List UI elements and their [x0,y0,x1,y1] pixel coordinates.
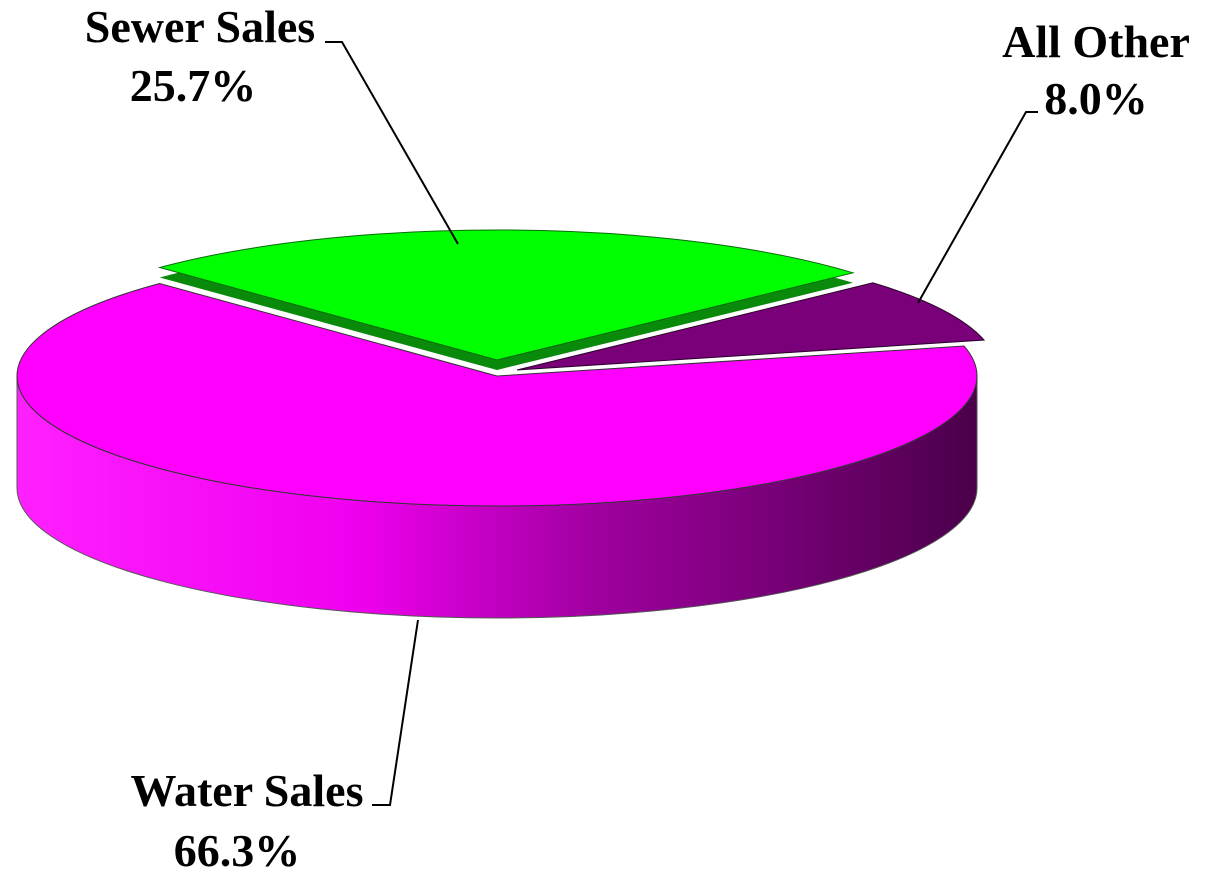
slice-water-sales [16,282,978,507]
label-water-sales-value: 66.3% [174,825,301,869]
label-all-other-name: All Other [1002,16,1190,67]
label-sewer-sales-value: 25.7% [130,60,257,111]
label-water-sales-name: Water Sales [131,765,364,816]
leader-line-water-sales [372,619,419,806]
slice-all-other [516,282,986,371]
label-sewer-sales-name: Sewer Sales [85,1,315,52]
leader-line-all-other [917,111,1038,304]
slice-sewer-sales [157,229,855,361]
leader-line-sewer-sales [325,41,459,245]
label-all-other-value: 8.0% [1044,73,1148,124]
